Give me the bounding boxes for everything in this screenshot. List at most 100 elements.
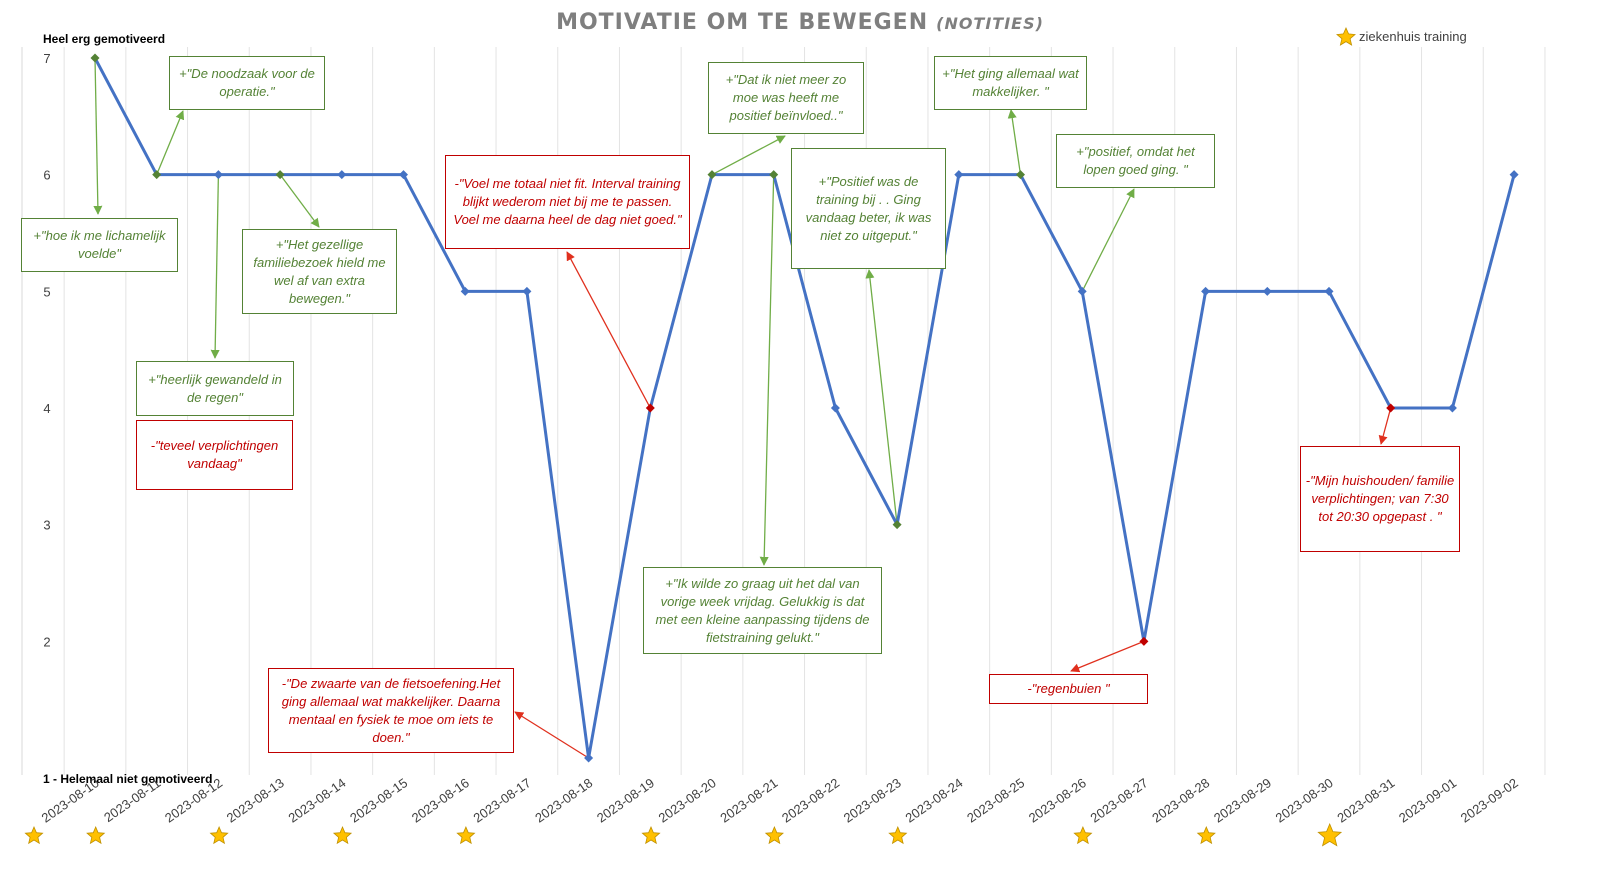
annotation-note: -"De zwaarte van de fietsoefening.Het gi…: [268, 668, 514, 753]
training-star-icon: [641, 825, 661, 845]
x-tick-label: 2023-08-28: [1149, 775, 1212, 825]
x-tick-label: 2023-08-22: [779, 775, 842, 825]
data-point: [830, 403, 840, 413]
annotation-note: -"teveel verplichtingen vandaag": [136, 420, 293, 490]
annotation-note: +"Dat ik niet meer zo moe was heeft me p…: [708, 62, 864, 134]
data-point: [152, 170, 162, 180]
data-point: [1077, 286, 1087, 296]
annotation-note: +"heerlijk gewandeld in de regen": [136, 361, 294, 416]
chart-title: MOTIVATIE OM TE BEWEGEN (NOTITIES): [556, 10, 1044, 35]
x-tick-label: 2023-08-24: [902, 775, 965, 825]
y-tick-labels: 2 3 4 5 6 7: [43, 51, 50, 649]
annotation-arrow: [514, 711, 589, 759]
x-tick-label: 2023-08-19: [594, 775, 657, 825]
data-point: [337, 170, 347, 180]
x-tick-label: 2023-08-16: [409, 775, 472, 825]
training-star-icon: [86, 825, 106, 845]
data-point: [399, 170, 408, 180]
x-tick-label: 2023-08-15: [347, 775, 410, 825]
training-star-icon: [1196, 825, 1216, 845]
annotation-note: +"Positief was de training bij . . Ging …: [791, 148, 946, 269]
x-tick-label: 2023-08-27: [1088, 775, 1151, 825]
annotation-note: +"Het gezellige familiebezoek hield me w…: [242, 229, 397, 314]
annotation-arrow: [1070, 640, 1145, 673]
x-tick-label: 2023-08-29: [1211, 775, 1274, 825]
legend-label: ziekenhuis training: [1359, 29, 1467, 44]
legend-star-icon: [1336, 27, 1356, 46]
data-point: [522, 286, 532, 296]
chart-subtitle: (NOTITIES): [936, 14, 1044, 33]
data-point: [90, 53, 100, 63]
training-star-icon: [209, 825, 229, 845]
training-star-icon: [1317, 822, 1343, 847]
data-point: [1201, 286, 1211, 296]
annotation-arrow: [210, 174, 220, 359]
x-tick-label: 2023-08-21: [717, 775, 780, 825]
training-star-icon: [456, 825, 476, 845]
data-point: [954, 170, 964, 180]
x-tick-label: 2023-08-23: [841, 775, 904, 825]
data-point: [1509, 170, 1519, 180]
x-tick-label: 2023-09-01: [1396, 775, 1459, 825]
annotation-arrow: [93, 57, 103, 215]
annotation-arrow: [711, 135, 786, 176]
annotation-arrow: [759, 174, 775, 566]
data-point: [645, 403, 655, 413]
x-tick-label: 2023-08-18: [532, 775, 595, 825]
data-point: [1324, 286, 1334, 296]
annotation-note: -"Mijn huishouden/ familie verplichtinge…: [1300, 446, 1460, 552]
data-point: [1139, 636, 1149, 646]
data-point: [1447, 403, 1457, 413]
annotation-arrow: [1378, 407, 1392, 445]
annotation-note: +"Het ging allemaal wat makkelijker. ": [934, 56, 1087, 110]
y-tick-label: 2: [43, 634, 50, 649]
annotation-arrow: [1007, 109, 1022, 175]
annotation-note: +"Ik wilde zo graag uit het dal van vori…: [643, 567, 882, 654]
data-point: [275, 170, 285, 180]
y-tick-label: 6: [43, 168, 50, 183]
x-tick-label: 2023-09-02: [1458, 775, 1521, 825]
annotation-arrow: [156, 110, 185, 175]
y-tick-label: 7: [43, 51, 50, 66]
annotation-note: -"Voel me totaal niet fit. Interval trai…: [445, 155, 690, 249]
annotation-note: +"positief, omdat het lopen goed ging. ": [1056, 134, 1215, 188]
annotation-note: +"De noodzaak voor de operatie.": [169, 56, 325, 110]
data-point: [892, 520, 902, 530]
training-stars: [24, 822, 1343, 847]
data-point: [1262, 286, 1272, 296]
x-tick-label: 2023-08-20: [656, 775, 719, 825]
annotation-arrows: [93, 57, 1392, 759]
annotation-note: +"hoe ik me lichamelijk voelde": [21, 218, 178, 272]
x-tick-label: 2023-08-26: [1026, 775, 1089, 825]
data-point: [460, 286, 470, 296]
annotation-arrow: [1081, 188, 1135, 292]
data-point: [213, 170, 223, 180]
training-star-icon: [888, 825, 908, 845]
y-tick-label: 4: [43, 401, 50, 416]
training-star-icon: [764, 825, 784, 845]
data-point-markers: [90, 53, 1519, 763]
training-star-icon: [332, 825, 353, 845]
y-tick-label: 5: [43, 284, 50, 299]
x-tick-label: 2023-08-17: [471, 775, 534, 825]
x-tick-label: 2023-08-30: [1273, 775, 1336, 825]
data-point: [707, 170, 717, 180]
y-label-top: Heel erg gemotiveerd: [43, 32, 165, 46]
x-tick-label: 2023-08-31: [1334, 775, 1397, 825]
data-point: [584, 753, 594, 763]
annotation-arrow: [865, 269, 898, 525]
x-tick-labels: 2023-08-10 2023-08-112023-08-122023-08-13…: [39, 775, 1521, 825]
y-tick-label: 3: [43, 518, 50, 533]
motivation-series-line: [93, 57, 1516, 760]
data-point: [1386, 403, 1396, 413]
y-label-bottom: 1 - Helemaal niet gemotiveerd: [43, 772, 212, 786]
annotation-note: -"regenbuien ": [989, 674, 1148, 704]
annotation-arrow: [566, 251, 651, 409]
x-tick-label: 2023-08-25: [964, 775, 1027, 825]
annotation-arrow: [279, 174, 320, 228]
training-star-icon: [1073, 825, 1093, 845]
x-tick-label: 2023-08-14: [285, 775, 348, 825]
data-point: [769, 170, 779, 180]
legend: ziekenhuis training: [1336, 27, 1467, 46]
